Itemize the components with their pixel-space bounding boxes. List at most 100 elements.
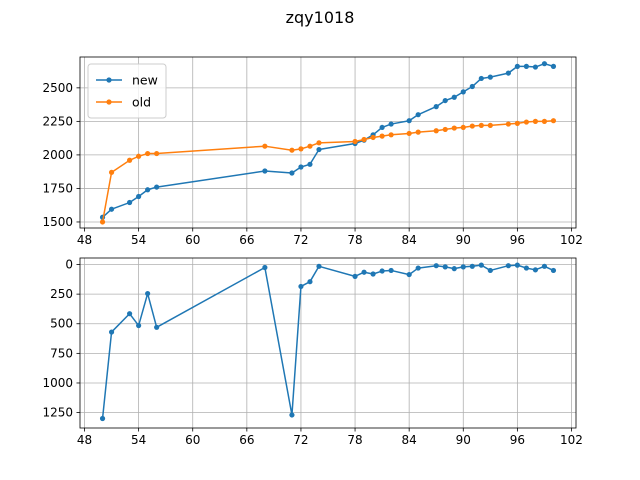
legend: new old: [87, 63, 167, 119]
series-0-point: [550, 267, 557, 274]
old-point: [478, 122, 484, 128]
series-0-point: [415, 265, 421, 271]
old-point: [352, 138, 358, 145]
x-tick-label: 66: [239, 433, 254, 447]
new-point: [460, 89, 466, 95]
x-tick-label: 66: [239, 233, 254, 247]
old-point: [388, 132, 394, 138]
legend-old-marker: [106, 99, 112, 105]
x-tick-label: 84: [402, 433, 417, 447]
new-point: [388, 121, 394, 127]
series-0-point: [136, 322, 142, 329]
new-point: [127, 199, 133, 206]
old-point: [460, 124, 466, 131]
series-0-point: [406, 271, 412, 278]
old-point: [406, 130, 412, 137]
old-point: [550, 118, 557, 124]
series-0-point: [523, 265, 530, 271]
legend-new-label: new: [132, 73, 158, 88]
old-point: [108, 169, 115, 175]
series-0-point: [370, 271, 376, 277]
bottom-axes: 48 54 60 66 72 78 84 90 96 102 0 250 500 750 1000 1250: [42, 258, 582, 447]
series-0-point: [298, 283, 304, 290]
series-0-point: [108, 329, 115, 335]
old-point: [523, 119, 530, 125]
x-tick-label: 60: [185, 433, 200, 447]
series-0-point: [514, 262, 520, 268]
series-0-point: [487, 267, 493, 274]
series-0-point: [532, 267, 539, 273]
new-point: [532, 64, 539, 70]
legend-new-marker: [106, 77, 112, 83]
legend-old-label: old: [132, 95, 151, 110]
new-point: [406, 118, 412, 124]
series-0-point: [307, 279, 313, 285]
new-point: [487, 74, 493, 80]
x-tick-label: 102: [560, 433, 583, 447]
series-0-point: [145, 290, 151, 297]
series-0-point: [460, 264, 466, 270]
old-point: [361, 136, 367, 143]
series-0-point: [379, 268, 385, 274]
top-axes: 48 54 60 66 72 78 84 90 96 102 1500 1750 2000 2250 250…: [42, 56, 583, 247]
new-point: [550, 63, 557, 69]
new-point: [469, 83, 475, 90]
x-tick-label: 78: [347, 433, 362, 447]
x-tick-label: 96: [510, 433, 525, 447]
new-point: [451, 94, 457, 100]
y-tick-label: 0: [65, 258, 73, 272]
new-point: [289, 170, 295, 176]
series-0-point: [262, 264, 268, 271]
chart-title: zqy1018: [285, 8, 355, 27]
old-point: [145, 150, 151, 157]
series-0-point: [478, 262, 484, 268]
x-tick-label: 48: [77, 233, 92, 247]
new-point: [316, 146, 322, 153]
old-point: [451, 125, 457, 131]
new-point: [541, 61, 548, 67]
y-tick-label: 2500: [42, 81, 73, 95]
series-0-point: [154, 324, 160, 330]
series-0-point: [99, 415, 106, 422]
new-point: [136, 193, 142, 200]
series-0-line: [101, 264, 554, 419]
y-tick-label: 1000: [42, 376, 73, 390]
old-point: [487, 122, 493, 128]
old-point: [415, 129, 421, 135]
x-tick-label: 78: [347, 233, 362, 247]
old-point: [379, 133, 385, 139]
x-tick-label: 102: [560, 233, 583, 247]
axes-frame: [79, 56, 577, 229]
new-point: [298, 164, 304, 170]
new-point: [379, 124, 385, 131]
axes-frame: [79, 257, 577, 429]
x-tick-label: 84: [402, 233, 417, 247]
old-point: [514, 120, 520, 126]
new-point: [505, 70, 511, 76]
x-tick-label: 90: [456, 433, 471, 447]
x-tick-label: 48: [77, 433, 92, 447]
x-tick-label: 96: [510, 233, 525, 247]
x-tick-label: 54: [131, 433, 146, 447]
x-tick-label: 90: [456, 233, 471, 247]
series-0-point: [127, 311, 133, 317]
x-tick-label: 54: [131, 233, 146, 247]
x-tick-label: 72: [293, 233, 308, 247]
old-point: [127, 157, 133, 163]
new-point: [262, 168, 268, 174]
y-tick-label: 2250: [42, 114, 73, 128]
x-tick-label: 60: [185, 233, 200, 247]
new-point: [523, 63, 530, 69]
old-point: [469, 123, 475, 129]
new-point: [307, 161, 313, 167]
old-point: [289, 147, 295, 153]
old-point: [262, 143, 268, 149]
old-line: [101, 119, 554, 223]
series-0-point: [289, 412, 295, 418]
old-point: [154, 150, 160, 157]
legend-box: [87, 63, 167, 119]
series-0-point: [451, 266, 457, 272]
new-point: [145, 187, 151, 193]
new-point: [154, 184, 160, 190]
